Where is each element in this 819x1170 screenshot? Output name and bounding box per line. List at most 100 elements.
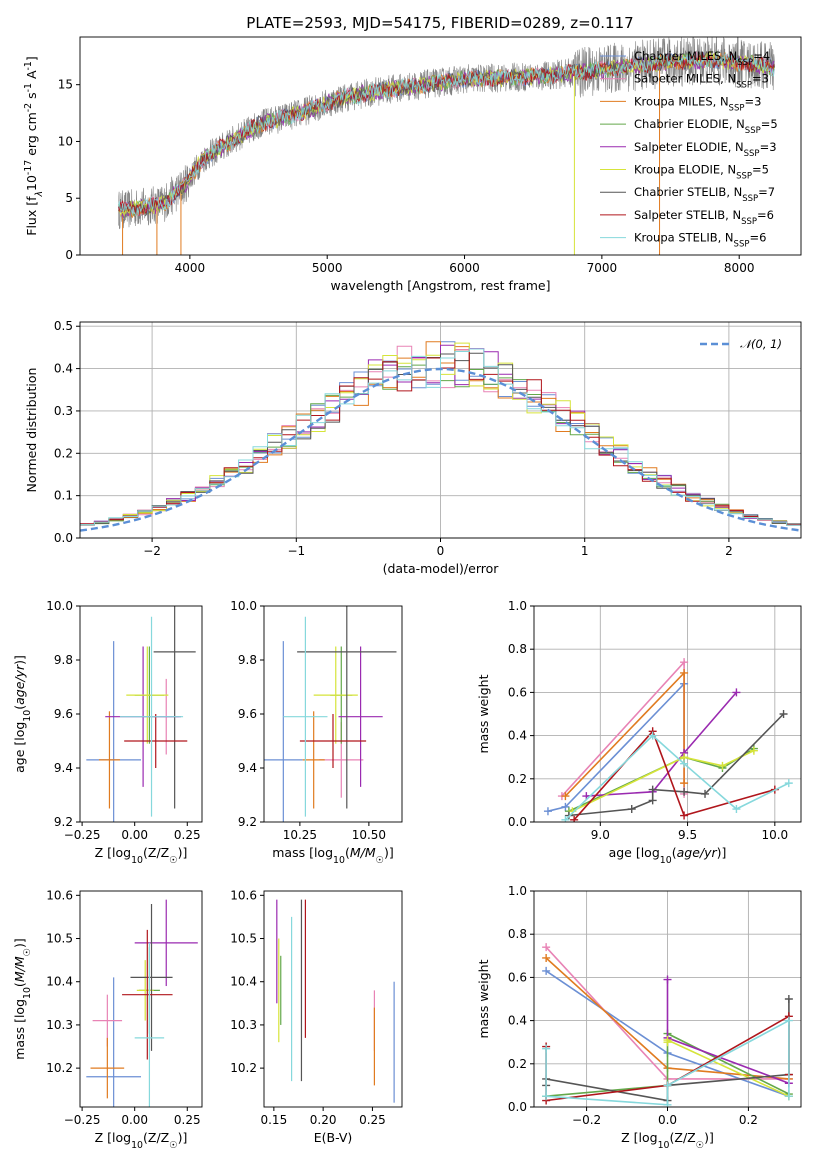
residual-legend: 𝒩(0, 1)	[700, 337, 782, 351]
x-tick-label: −0.25	[64, 828, 101, 842]
y-tick: 9.4	[238, 761, 264, 775]
y-tick: 10.5	[46, 932, 80, 946]
y-tick: 10.3	[230, 1018, 264, 1032]
y-tick: 10.6	[46, 888, 80, 902]
y-tick: 0.4	[54, 362, 80, 376]
y-tick: 9.2	[54, 815, 80, 829]
y-tick: 10.0	[46, 599, 80, 613]
y-axis-label: age [log10(age/yr)]	[12, 655, 33, 773]
x-tick: −2	[143, 538, 161, 558]
x-tick-label: 6000	[449, 261, 480, 275]
y-tick-label: 10.3	[46, 1018, 73, 1032]
x-tick: 0.25	[174, 1107, 201, 1127]
y-tick: 10.6	[230, 888, 264, 902]
axes-frame	[79, 605, 203, 823]
weight-marker	[542, 943, 551, 952]
weight-marker	[561, 802, 570, 811]
axes-frame	[533, 605, 802, 823]
y-tick: 0.2	[508, 1057, 534, 1071]
plot-area	[542, 943, 793, 1107]
normal-reference-curve	[80, 367, 801, 532]
x-tick: 5000	[312, 255, 343, 275]
x-tick: 2	[725, 538, 733, 558]
y-tick-label: 10.0	[46, 599, 73, 613]
errorbar-point	[119, 616, 184, 817]
x-tick-label: 0.20	[310, 1113, 337, 1127]
panel-age-vs-mass: 10.25 10.50 9.2 9.4 9.6 9.8 10.0 mass [log10(M/…	[230, 599, 403, 866]
x-tick: −1	[287, 538, 305, 558]
y-tick-label: 10.4	[230, 975, 257, 989]
x-tick: 0.00	[121, 822, 148, 842]
errorbar-point	[130, 903, 173, 1051]
x-tick: 9.0	[591, 822, 610, 842]
weight-line	[545, 1019, 790, 1106]
y-tick-label: 0.0	[508, 815, 527, 829]
axes-frame	[533, 890, 802, 1108]
weight-line	[573, 729, 776, 821]
x-tick: 10.25	[283, 822, 317, 842]
x-tick-label: 10.50	[352, 828, 386, 842]
panel-weight-vs-Z: −0.2 0.0 0.2 0.0 0.2 0.4 0.6 0.8 1.0 Z [log10(Z/Z…	[476, 884, 802, 1151]
y-tick-label: 0.4	[508, 1014, 527, 1028]
y-tick: 10.5	[230, 932, 264, 946]
plot-area	[264, 606, 397, 822]
weight-marker	[680, 668, 689, 677]
panel-mass-vs-ebv: 0.15 0.20 0.25 10.2 10.3 10.4 10.5 10.6 E(B-V)	[230, 888, 403, 1145]
errorbar-point	[153, 606, 196, 809]
x-tick: 0	[437, 538, 444, 558]
y-tick-label: 0.3	[54, 404, 73, 418]
y-tick-label: 0.4	[54, 362, 73, 376]
plot-area	[80, 341, 801, 532]
weight-marker	[680, 779, 689, 788]
x-tick: 6000	[449, 255, 480, 275]
x-tick-label: 5000	[312, 261, 343, 275]
y-tick: 0.3	[54, 404, 80, 418]
x-tick: 7000	[587, 255, 618, 275]
y-tick-label: 0.2	[54, 446, 73, 460]
x-tick-label: 4000	[175, 261, 206, 275]
model-fit-line	[118, 50, 775, 217]
y-tick-label: 0.8	[508, 927, 527, 941]
panel-age-vs-Z: −0.25 0.00 0.25 9.2 9.4 9.6 9.8 10.0 Z [log10(Z/…	[12, 599, 203, 866]
panel-weight-vs-age: 9.0 9.5 10.0 0.0 0.2 0.4 0.6 0.8 1.0 age [log10(a…	[476, 599, 802, 866]
y-tick-label: 0.8	[508, 642, 527, 656]
panel-mass-vs-Z: −0.25 0.00 0.25 10.2 10.3 10.4 10.5 10.6 Z [log1…	[12, 888, 203, 1151]
y-tick-label: 9.6	[238, 707, 257, 721]
panel-spectrum: 4000 5000 6000 7000 8000 0 5 10 15 wavelength [An…	[23, 36, 802, 293]
x-tick: 0.00	[121, 1107, 148, 1127]
x-tick-label: 7000	[587, 261, 618, 275]
y-tick: 10.4	[46, 975, 80, 989]
y-tick-label: 5	[65, 191, 73, 205]
axes-frame	[263, 890, 403, 1108]
weight-marker	[718, 761, 727, 770]
errorbar-point	[302, 711, 325, 809]
errorbar-point	[126, 646, 169, 744]
y-tick: 9.4	[54, 761, 80, 775]
weight-marker	[732, 805, 741, 814]
y-tick-label: 10.2	[230, 1061, 257, 1075]
model-fit-line	[118, 51, 775, 216]
plot-area	[118, 37, 775, 255]
y-tick: 0.6	[508, 970, 534, 984]
legend-label: Kroupa ELODIE, NSSP=5	[634, 163, 769, 182]
y-tick: 0.0	[508, 1100, 534, 1114]
x-tick-label: 0.25	[174, 828, 201, 842]
y-tick: 1.0	[508, 599, 534, 613]
y-tick-label: 0.0	[54, 531, 73, 545]
y-tick-label: 9.8	[54, 653, 73, 667]
x-tick: 8000	[724, 255, 754, 275]
y-tick-label: 0.2	[508, 1057, 527, 1071]
y-tick-label: 9.2	[238, 815, 257, 829]
legend-label: Kroupa STELIB, NSSP=6	[634, 231, 766, 250]
errorbar-point	[313, 646, 358, 744]
errorbar-point	[134, 942, 165, 1107]
x-axis-label: Z [log10(Z/Z☉)]	[621, 1130, 714, 1151]
x-tick: 10.50	[352, 822, 386, 842]
weight-marker	[779, 710, 788, 718]
x-tick-label: 0.2	[739, 1113, 758, 1127]
residual-histogram	[80, 348, 801, 528]
y-tick: 9.6	[54, 707, 80, 721]
weight-line	[666, 1038, 790, 1097]
errorbar-point	[90, 1037, 125, 1099]
